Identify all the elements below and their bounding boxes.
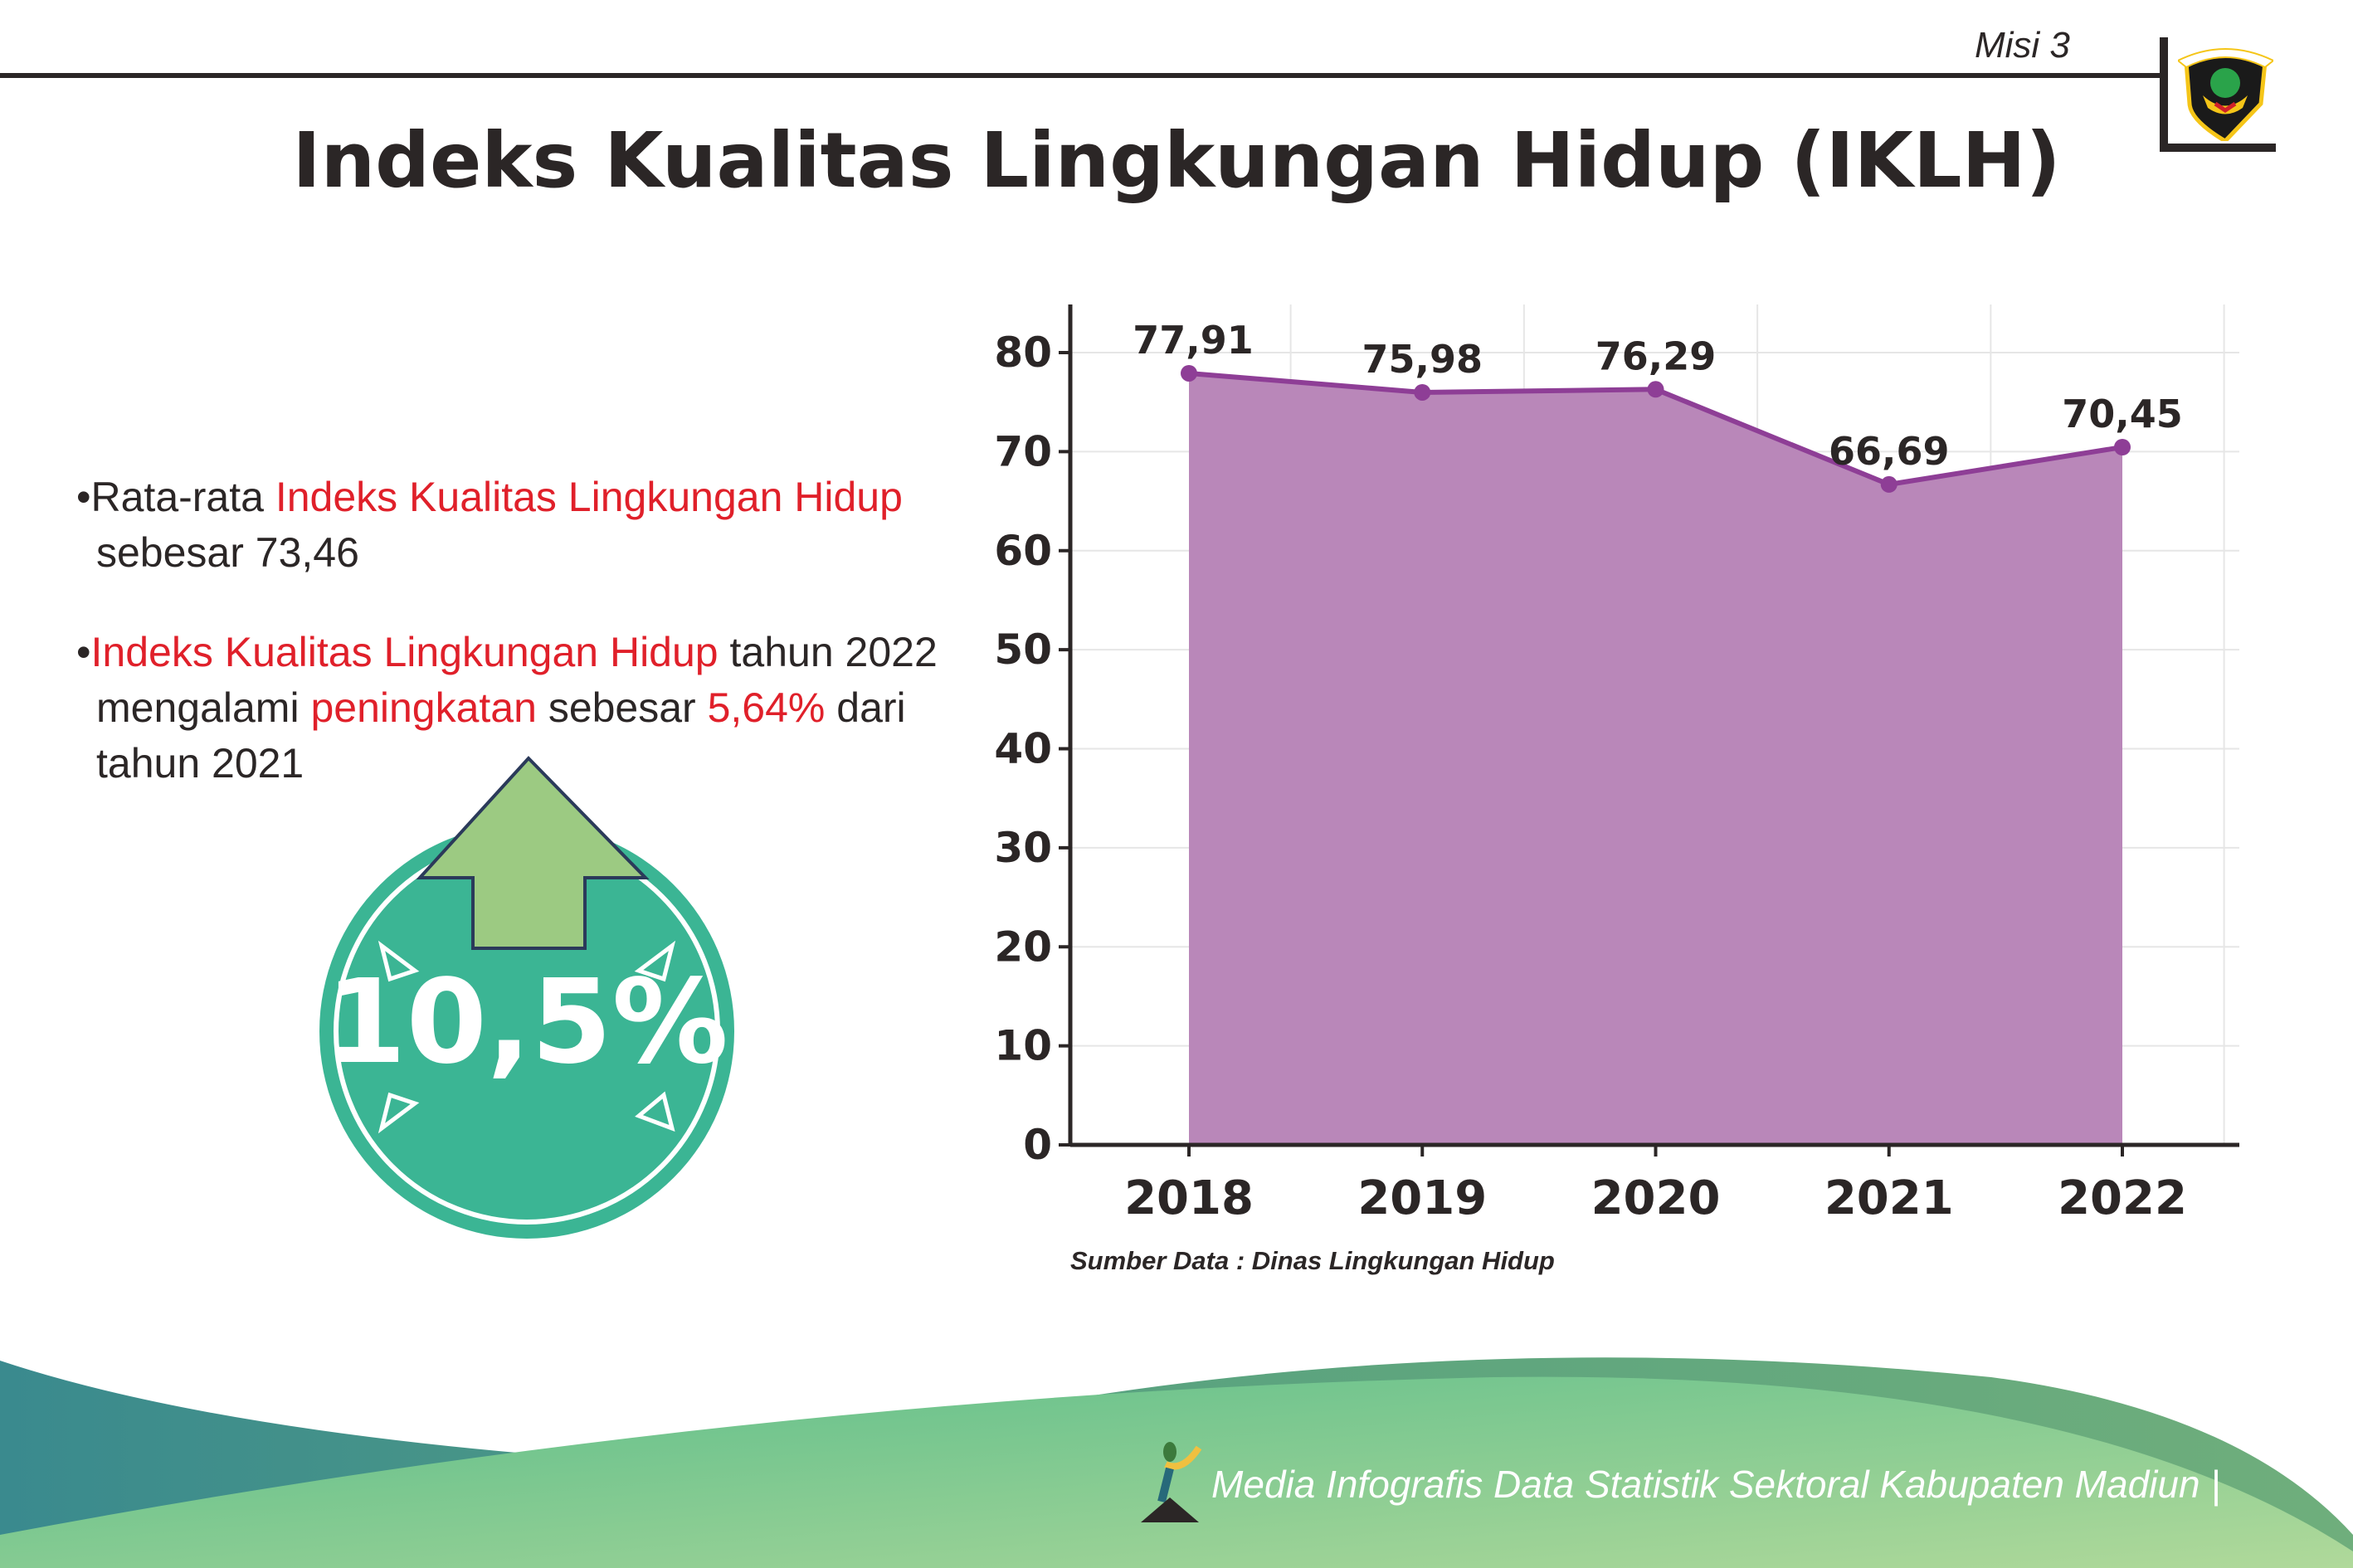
x-tick-label: 2020: [1591, 1171, 1721, 1225]
bullet-text: •Rata-rata: [76, 474, 275, 520]
badge-value: 10,5%: [325, 955, 728, 1090]
bullet-average: •Rata-rata Indeks Kualitas Lingkungan Hi…: [76, 470, 948, 581]
data-label: 66,69: [1829, 429, 1950, 474]
data-point: [1414, 383, 1431, 401]
page-title: Indeks Kualitas Lingkungan Hidup (IKLH): [292, 116, 2061, 205]
footer-text: Media Infografis Data Statistik Sektoral…: [1211, 1463, 2221, 1506]
bracket-horizontal: [2160, 144, 2276, 152]
header-rule: [0, 73, 2161, 78]
misi-label: Misi 3: [1975, 25, 2070, 66]
x-tick-label: 2019: [1357, 1171, 1487, 1225]
y-tick-label: 40: [994, 725, 1052, 773]
data-label: 77,91: [1133, 318, 1254, 363]
y-tick-label: 20: [994, 923, 1052, 971]
bullet-highlight: Indeks Kualitas Lingkungan Hidup: [90, 629, 719, 675]
y-tick-label: 0: [1023, 1121, 1052, 1169]
kabupaten-madiun-logo: [2178, 48, 2273, 141]
x-tick-label: 2021: [1824, 1171, 1954, 1225]
data-point: [1181, 364, 1197, 382]
bullet-highlight: peningkatan: [310, 684, 537, 731]
area-fill: [1189, 373, 2122, 1146]
bullet-text: mengalami: [96, 684, 311, 731]
y-tick-label: 80: [994, 329, 1052, 377]
bullet-text: sebesar: [536, 684, 708, 731]
data-point: [1880, 475, 1898, 493]
y-tick-label: 60: [994, 527, 1052, 575]
data-label: 75,98: [1362, 337, 1483, 382]
bullet-text: •: [76, 629, 91, 675]
bullet-increase: •Indeks Kualitas Lingkungan Hidup tahun …: [76, 625, 948, 791]
bracket-vertical: [2160, 37, 2168, 152]
y-tick-label: 30: [994, 824, 1052, 872]
data-label: 76,29: [1595, 334, 1717, 378]
bullet-text: dari: [825, 684, 906, 731]
y-tick-label: 70: [994, 427, 1052, 475]
bullet-text: tahun 2021: [96, 740, 304, 786]
data-label: 70,45: [2062, 392, 2183, 436]
source-note: Sumber Data : Dinas Lingkungan Hidup: [1070, 1246, 1555, 1275]
y-tick-label: 10: [994, 1022, 1052, 1070]
bullet-highlight: Indeks Kualitas Lingkungan Hidup: [275, 474, 903, 520]
x-tick-label: 2018: [1124, 1171, 1254, 1225]
statistik-mascot-logo: [1141, 1442, 1202, 1522]
increase-badge: 10,5%: [319, 756, 734, 1239]
y-tick-label: 50: [994, 626, 1052, 674]
x-tick-label: 2022: [2058, 1171, 2187, 1225]
bullet-text: tahun 2022: [718, 629, 938, 675]
bullet-text: sebesar 73,46: [96, 529, 359, 576]
data-point: [1647, 381, 1664, 398]
up-arrow-icon: [416, 756, 650, 950]
bullet-highlight: 5,64%: [707, 684, 826, 731]
data-point: [2114, 439, 2131, 456]
